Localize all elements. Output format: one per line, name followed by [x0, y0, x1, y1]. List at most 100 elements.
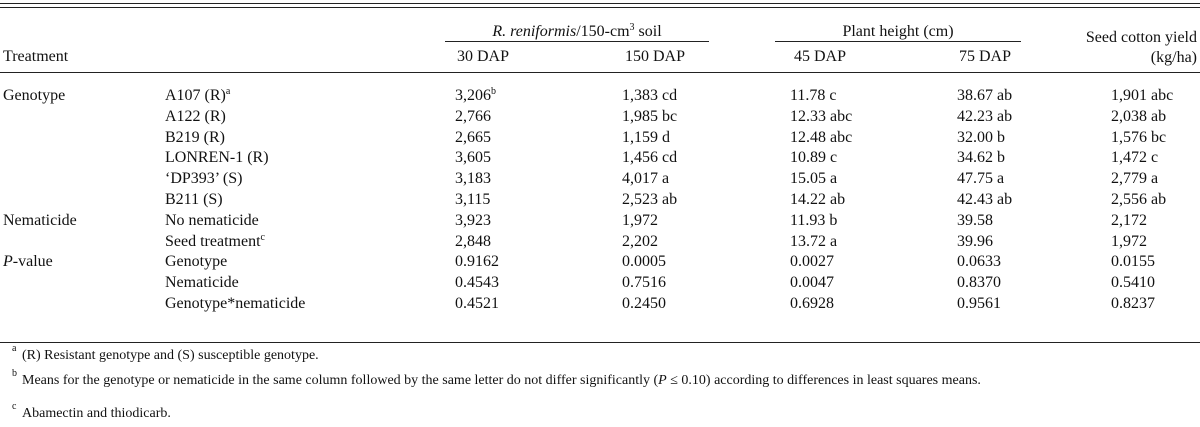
cell: 1,159 d — [622, 128, 670, 148]
row-label-text: Nematicide — [165, 274, 239, 292]
cell-text: 1,972 — [622, 211, 658, 229]
cell-text: 1,985 bc — [622, 107, 678, 125]
cell: 38.67 ab — [957, 86, 1012, 106]
cell-text: 1,972 — [1111, 232, 1147, 250]
group-header-text: Plant height (cm) — [842, 23, 954, 40]
cell-text: 1,383 cd — [622, 87, 678, 104]
footnote-mark: c — [12, 401, 17, 412]
cell-text: 3,183 — [455, 170, 491, 188]
row-label: B211 (S) — [165, 190, 223, 210]
row-label: A107 (R)a — [165, 86, 230, 106]
cell-text: 3,605 — [455, 149, 491, 167]
cell-text: 42.23 ab — [957, 107, 1013, 125]
sub-header: 30 DAP — [456, 48, 509, 65]
cell: 0.4543 — [455, 273, 499, 293]
group-name: P-value — [3, 252, 53, 272]
cell: 0.8370 — [957, 273, 1001, 293]
cell-text: 0.2450 — [622, 295, 666, 312]
cell: 42.23 ab — [957, 107, 1012, 127]
row-label-text: B211 (S) — [165, 191, 223, 208]
sub-header: 75 DAP — [958, 48, 1011, 65]
cell: 2,779 a — [1111, 169, 1158, 189]
cell: 0.0047 — [790, 273, 834, 293]
footnote: Abamectin and thiodicarb. — [22, 405, 1192, 422]
cell: 11.78 c — [790, 86, 837, 106]
cell-text: 3,115 — [455, 191, 491, 208]
cell-text: 15.05 a — [790, 170, 838, 188]
cell: 0.2450 — [622, 294, 666, 314]
cell: 3,115 — [455, 190, 490, 210]
cell-text: 39.96 — [957, 232, 993, 250]
cell-text: 0.0633 — [957, 253, 1001, 271]
cell-text: 3,206 — [455, 87, 491, 104]
row-label: LONREN-1 (R) — [165, 148, 269, 168]
footnote-mark-box: a — [12, 344, 16, 362]
top-rule — [0, 7, 1200, 8]
header-treatment: Treatment — [3, 48, 69, 65]
header-cell: 45 DAP — [760, 47, 880, 67]
row-label: Genotype — [165, 252, 227, 272]
cell-text: 34.62 b — [957, 149, 1005, 167]
row-label: ‘DP393’ (S) — [165, 169, 242, 189]
cell-text: 38.67 ab — [957, 87, 1013, 104]
footnote-ref: a — [225, 86, 231, 97]
footnote-ref: c — [260, 231, 265, 243]
group-header: Seed cotton yield (kg/ha) — [1065, 28, 1200, 68]
cell: 2,172 — [1111, 211, 1147, 231]
footnote-text: (R) Resistant genotype and (S) susceptib… — [22, 348, 319, 363]
cell: 3,183 — [455, 169, 491, 189]
footnote-mark: b — [12, 368, 17, 379]
group-rule — [445, 41, 709, 42]
cell: 0.0027 — [790, 252, 834, 272]
cell: 0.9561 — [957, 294, 1001, 314]
cell: 0.7516 — [622, 273, 666, 293]
header-cell: Treatment — [3, 47, 68, 67]
unit-sup: 3 — [629, 22, 635, 33]
cell: 3,923 — [455, 211, 491, 231]
cell-text: 2,848 — [455, 232, 491, 250]
cell: 0.0005 — [622, 252, 666, 272]
cell-text: 4,017 a — [622, 170, 670, 188]
group-header: R. reniformis/150-cm3 soil — [445, 22, 709, 42]
cell: 1,901 abc — [1111, 86, 1173, 106]
footnote-mark-box: b — [12, 368, 17, 387]
footnote: (R) Resistant genotype and (S) susceptib… — [22, 347, 1192, 364]
footnote-text: Abamectin and thiodicarb. — [22, 406, 171, 421]
cell: 1,972 — [1111, 232, 1147, 252]
cell-text: 0.0005 — [622, 253, 666, 271]
cell: 39.96 — [957, 232, 993, 252]
cell-text: 1,159 d — [622, 128, 670, 146]
cell-text: 42.43 ab — [957, 191, 1013, 208]
group-name: Genotype — [3, 86, 65, 106]
row-label: B219 (R) — [165, 128, 225, 148]
cell: 11.93 b — [790, 211, 837, 231]
footnote-text: Means for the genotype or nematicide in … — [22, 373, 659, 388]
cell: 1,456 cd — [622, 148, 677, 168]
cell: 3,605 — [455, 148, 491, 168]
footnote-text: ≤ 0.10) according to differences in leas… — [666, 373, 981, 388]
row-label: No nematicide — [165, 211, 259, 231]
yield-header: Seed cotton yield (kg/ha) — [1085, 29, 1197, 66]
cell: 4,017 a — [622, 169, 669, 189]
row-label: Seed treatmentc — [165, 232, 265, 252]
row-label-text: LONREN-1 (R) — [165, 149, 269, 167]
cell-text: 11.78 c — [790, 87, 837, 104]
row-label: A122 (R) — [165, 107, 226, 127]
cell-text: 39.58 — [957, 211, 993, 229]
cell: 12.48 abc — [790, 128, 852, 148]
group-name-text: Genotype — [3, 87, 66, 104]
group-name-text: Nematicide — [3, 211, 77, 229]
cell: 0.9162 — [455, 252, 499, 272]
cell-text: 47.75 a — [957, 170, 1005, 188]
footnote-ref: b — [491, 86, 496, 97]
cell: 2,038 ab — [1111, 107, 1166, 127]
cell-text: 2,779 a — [1111, 170, 1159, 188]
row-label: Genotype*nematicide — [165, 294, 305, 314]
group-rule — [775, 41, 1021, 42]
cell-text: 11.93 b — [790, 211, 838, 229]
cell-text: 0.8237 — [1111, 295, 1155, 312]
row-label-text: A107 (R) — [165, 87, 226, 104]
cell: 0.4521 — [455, 294, 499, 314]
cell: 34.62 b — [957, 148, 1005, 168]
